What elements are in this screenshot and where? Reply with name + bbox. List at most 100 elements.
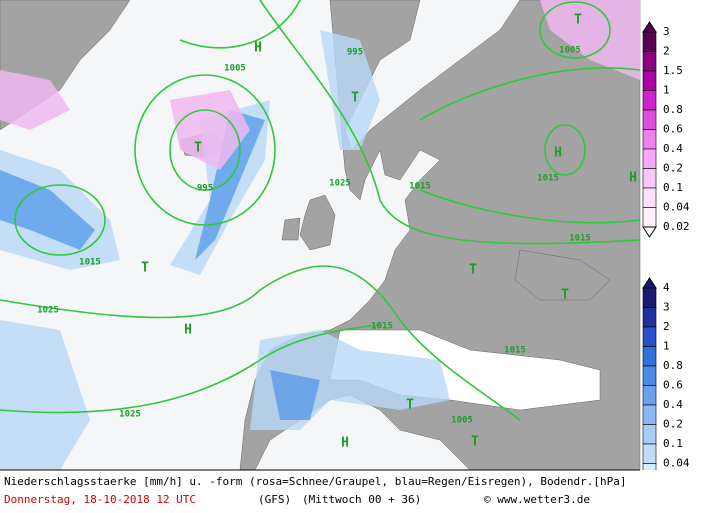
isobar-label: 1025 [329, 179, 351, 189]
scale-swatch [642, 287, 657, 308]
scale-label: 1 [663, 340, 670, 353]
scale-swatch [642, 168, 657, 189]
isobar-label: 1015 [371, 322, 393, 332]
isobar [0, 324, 381, 414]
black-sea [514, 249, 611, 301]
pressure-center: T [471, 435, 479, 450]
scale-label: 0.6 [663, 123, 683, 136]
footer-background [0, 470, 704, 513]
scale-swatch [642, 31, 657, 52]
isobar [419, 67, 641, 121]
scale-label: 0.2 [663, 162, 683, 175]
isobars [0, 0, 641, 421]
scale-swatch [642, 51, 657, 72]
isobar-label: 1015 [504, 346, 526, 356]
footer-model: (GFS) [258, 493, 291, 506]
scale-swatch [642, 424, 657, 445]
isobar [169, 109, 241, 191]
pressure-center: T [351, 91, 359, 106]
pressure-center: H [254, 41, 262, 56]
scale-swatch [642, 404, 657, 425]
snow-area [0, 70, 70, 130]
scale-label: 3 [663, 25, 670, 38]
isobar [544, 124, 586, 176]
scale-label: 0.1 [663, 437, 683, 450]
scale-label: 0.02 [663, 220, 690, 233]
pressure-center: T [574, 13, 582, 28]
pressure-center: T [561, 288, 569, 303]
isobar-label: 1015 [409, 182, 431, 192]
scale-label: 0.04 [663, 457, 690, 470]
rain-area [0, 320, 90, 470]
scale-label: 0.1 [663, 181, 683, 194]
isobar [539, 1, 611, 59]
scale-swatch [642, 443, 657, 464]
footer-source: © www.wetter3.de [484, 493, 590, 506]
scale-swatch [642, 365, 657, 386]
map-labels: 1015 995 1005 1025 1015 1025 1015 1015 1015 1005 1… [37, 13, 637, 451]
scale-label: 0.2 [663, 418, 683, 431]
scale-swatch [642, 326, 657, 347]
isobar-label: 1015 [79, 258, 101, 268]
pressure-center: T [141, 261, 149, 276]
isobar-label: 1015 [537, 174, 559, 184]
scale-swatch [642, 187, 657, 208]
scale-label: 0.04 [663, 201, 690, 214]
scale-swatch [642, 109, 657, 130]
isobar [179, 0, 301, 49]
scale-label: 0.4 [663, 142, 683, 155]
scale-swatch [642, 307, 657, 328]
scale-label: 0.6 [663, 379, 683, 392]
scale-label: 1 [663, 84, 670, 97]
scale-label: 4 [663, 281, 670, 294]
scale-swatch [642, 207, 657, 228]
isobar [259, 0, 641, 245]
isobar [0, 265, 521, 421]
rain-area [320, 30, 380, 150]
pressure-center: H [554, 146, 562, 161]
pressure-center: T [469, 263, 477, 278]
rain-area [0, 170, 95, 250]
pressure-center: H [341, 436, 349, 451]
scale-label: 2 [663, 45, 670, 58]
scale-swatch [642, 90, 657, 111]
precipitation [0, 0, 640, 470]
footer-run: (Mittwoch 00 + 36) [302, 493, 421, 506]
scale-label: 0.8 [663, 359, 683, 372]
isobar-label: 1005 [224, 64, 246, 74]
pressure-center: H [629, 171, 637, 186]
footer-date: Donnerstag, 18-10-2018 12 UTC [4, 493, 196, 506]
snow-area [540, 0, 640, 80]
scale-arrow [642, 21, 657, 33]
scale-label: 0.4 [663, 398, 683, 411]
scale-swatch [642, 129, 657, 150]
scale-swatch [642, 385, 657, 406]
scale-swatch [642, 346, 657, 367]
scale-arrow [642, 277, 657, 289]
scale-label: 0.8 [663, 103, 683, 116]
scale-label: 1.5 [663, 64, 683, 77]
scale-label: 2 [663, 320, 670, 333]
isobar-label: 1015 [569, 234, 591, 244]
scale-label: 3 [663, 301, 670, 314]
isobar [419, 189, 641, 224]
pressure-center: T [406, 398, 414, 413]
isobar-label: 1005 [559, 46, 581, 56]
scale-arrow [642, 226, 657, 238]
isobar-label: 1025 [37, 306, 59, 316]
isobar-label: 1025 [119, 410, 141, 420]
pressure-center: T [194, 141, 202, 156]
snow-area [170, 90, 250, 170]
britain [299, 194, 336, 251]
legend: 3 2 1.5 1 0.8 0.6 0.4 0.2 0.1 0.04 0.02 4 3 2 1 0.8 0.6 0… [642, 21, 690, 494]
scale-swatch [642, 70, 657, 91]
rain-area [270, 370, 320, 420]
isobar-label: 995 [347, 48, 363, 58]
footer-caption: Niederschlagsstaerke [mm/h] u. -form (ro… [4, 475, 627, 488]
isobar [14, 184, 106, 256]
rain-area [195, 110, 265, 260]
isobar-label: 1005 [451, 416, 473, 426]
pressure-center: H [184, 323, 192, 338]
ireland [281, 217, 301, 241]
